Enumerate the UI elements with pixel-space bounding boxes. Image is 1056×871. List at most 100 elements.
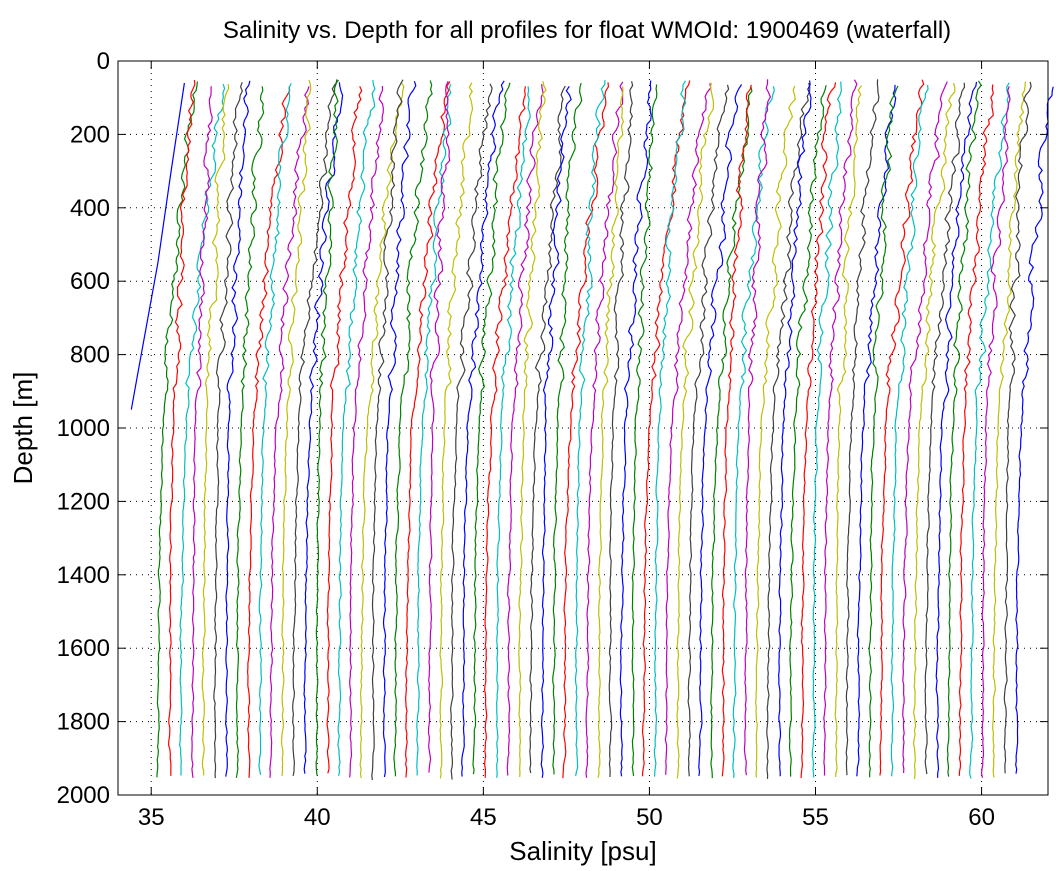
y-tick-label: 1600	[57, 635, 110, 662]
profile-line	[664, 83, 712, 775]
profile-line	[213, 82, 243, 779]
profile-line	[1015, 86, 1054, 774]
profile-line	[969, 82, 1010, 779]
profile-line	[130, 82, 185, 410]
profile-line	[743, 79, 772, 776]
profile-line	[258, 83, 292, 775]
y-tick-label: 1000	[57, 415, 110, 442]
profile-line	[269, 86, 310, 778]
profile-line	[371, 79, 404, 781]
profile-line	[506, 84, 544, 776]
profile-line	[732, 86, 775, 778]
profile-line	[224, 80, 251, 777]
profile-line	[856, 84, 897, 777]
profile-line	[585, 81, 624, 778]
profile-line	[946, 80, 982, 777]
profile-line	[337, 80, 376, 777]
y-tick-label: 1800	[57, 709, 110, 736]
profile-line	[811, 81, 843, 778]
profile-line	[698, 84, 743, 776]
y-tick-label: 1200	[57, 488, 110, 515]
profile-line	[235, 86, 265, 778]
profile-line	[201, 84, 230, 776]
profile-line	[246, 86, 291, 778]
profile-line	[777, 80, 812, 777]
profile-line	[562, 82, 610, 779]
profile-line	[676, 82, 715, 779]
profile-line	[461, 80, 505, 777]
profile-line	[518, 81, 547, 778]
profile-line	[631, 84, 658, 776]
profile-line	[912, 82, 956, 779]
profile-line	[958, 84, 994, 776]
profile-line	[687, 84, 730, 777]
profile-line	[823, 79, 858, 776]
y-tick-label: 400	[70, 195, 110, 222]
profile-line	[992, 81, 1026, 778]
profile-line	[303, 82, 344, 774]
x-tick-label: 50	[636, 804, 663, 831]
profile-line	[427, 80, 451, 773]
profile-line	[191, 86, 213, 778]
x-tick-label: 35	[138, 804, 165, 831]
profile-line	[439, 82, 474, 779]
profile-line	[834, 85, 863, 778]
profile-line	[1003, 81, 1032, 774]
y-tick-label: 0	[97, 48, 110, 75]
profile-line	[326, 86, 363, 774]
profile-line	[393, 80, 433, 777]
profile-line	[980, 86, 1011, 778]
profile-line	[608, 81, 634, 778]
x-tick-label: 55	[802, 804, 829, 831]
profile-line	[754, 85, 796, 778]
chart-title: Salinity vs. Depth for all profiles for …	[223, 17, 951, 44]
profile-line	[167, 80, 196, 776]
profile-line	[653, 80, 687, 777]
profile-line	[495, 86, 531, 778]
profile-line	[935, 81, 978, 778]
profile-line	[178, 83, 226, 776]
x-axis-label: Salinity [psu]	[509, 836, 656, 866]
x-tick-label: 40	[304, 804, 331, 831]
profile-line	[315, 79, 339, 776]
y-tick-label: 200	[70, 121, 110, 148]
y-axis-label: Depth [m]	[8, 372, 38, 485]
profile-line	[529, 85, 566, 774]
profile-line	[349, 85, 384, 778]
profile-line	[710, 86, 753, 779]
profile-line	[641, 80, 691, 777]
profile-lines	[130, 79, 1054, 781]
profile-line	[788, 85, 827, 777]
profile-line	[404, 81, 451, 778]
profile-line	[280, 79, 312, 776]
profile-line	[924, 82, 966, 775]
profile-line	[292, 79, 339, 777]
profile-line	[483, 86, 526, 778]
profile-line	[868, 85, 899, 778]
profile-line	[879, 79, 925, 776]
profile-line	[619, 80, 652, 777]
profile-line	[800, 82, 837, 779]
axis-ticks: 35 40 45 50 55 600200400600800100012001400160…	[57, 48, 1048, 831]
y-tick-label: 2000	[57, 782, 110, 809]
x-tick-label: 45	[470, 804, 497, 831]
profile-line	[540, 85, 572, 778]
profile-line	[721, 84, 752, 777]
profile-line	[902, 81, 948, 774]
x-tick-label: 60	[968, 804, 995, 831]
profile-line	[359, 81, 405, 779]
profile-line	[766, 82, 811, 779]
y-tick-label: 1400	[57, 562, 110, 589]
y-tick-label: 800	[70, 342, 110, 369]
profile-line	[597, 86, 625, 778]
profile-line	[472, 82, 511, 775]
profile-line	[449, 83, 493, 780]
profile-line	[574, 80, 606, 777]
profile-line	[156, 81, 198, 778]
profile-line	[382, 81, 417, 778]
profile-line	[552, 82, 583, 775]
y-tick-label: 600	[70, 268, 110, 295]
profile-line	[845, 79, 880, 776]
profile-line	[890, 84, 929, 777]
